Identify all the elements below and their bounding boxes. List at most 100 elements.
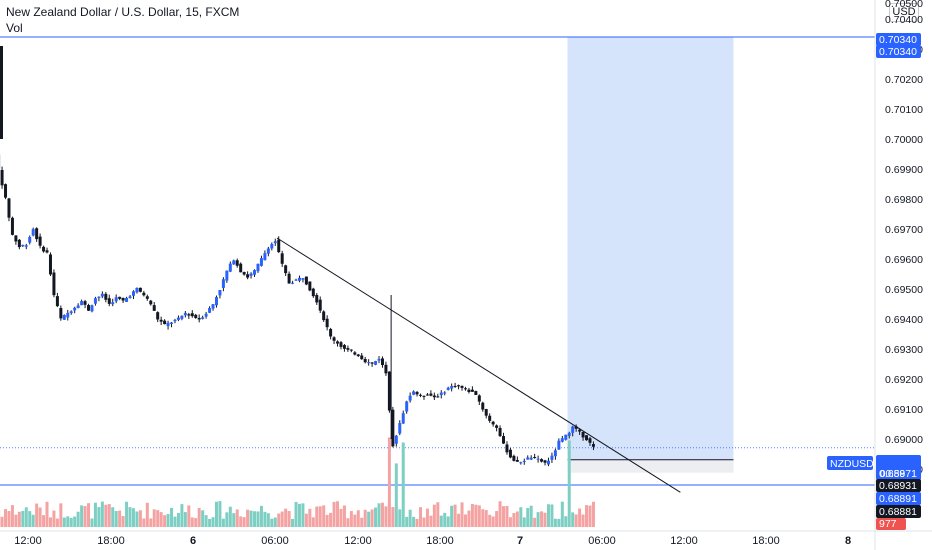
projection-zone-lower[interactable] xyxy=(567,459,734,473)
candle-body[interactable] xyxy=(398,423,402,434)
candle-body[interactable] xyxy=(97,296,101,298)
candle-body[interactable] xyxy=(128,296,132,298)
candle-body[interactable] xyxy=(301,278,305,280)
candle-body[interactable] xyxy=(270,244,274,249)
candle-body[interactable] xyxy=(481,402,485,410)
candle-body[interactable] xyxy=(505,444,509,453)
candle-body[interactable] xyxy=(360,355,364,360)
candle-body[interactable] xyxy=(533,457,537,459)
candle-body[interactable] xyxy=(138,287,142,292)
candle-body[interactable] xyxy=(370,362,374,364)
candle-body[interactable] xyxy=(391,409,395,447)
candle-body[interactable] xyxy=(170,322,174,324)
candle-body[interactable] xyxy=(93,298,97,304)
candle-body[interactable] xyxy=(273,241,277,244)
candle-body[interactable] xyxy=(477,395,481,402)
candle-body[interactable] xyxy=(218,289,222,296)
candle-body[interactable] xyxy=(315,295,319,303)
candle-body[interactable] xyxy=(425,394,429,396)
candle-body[interactable] xyxy=(10,217,14,235)
candle-body[interactable] xyxy=(311,288,315,297)
candle-body[interactable] xyxy=(38,236,42,246)
candle-body[interactable] xyxy=(280,253,284,264)
candle-body[interactable] xyxy=(367,362,371,364)
candle-body[interactable] xyxy=(405,401,409,412)
candle-body[interactable] xyxy=(394,435,398,444)
candle-body[interactable] xyxy=(266,248,270,254)
candle-body[interactable] xyxy=(80,301,84,306)
candle-body[interactable] xyxy=(277,239,281,253)
candle-body[interactable] xyxy=(308,281,312,291)
candle-body[interactable] xyxy=(484,409,488,416)
candle-body[interactable] xyxy=(436,396,440,398)
candle-body[interactable] xyxy=(256,263,260,272)
candle-body[interactable] xyxy=(401,413,405,424)
candle-body[interactable] xyxy=(232,260,236,265)
candle-body[interactable] xyxy=(332,337,336,341)
candle-body[interactable] xyxy=(470,389,474,392)
candle-body[interactable] xyxy=(588,438,592,443)
candle-body[interactable] xyxy=(159,319,163,322)
candle-body[interactable] xyxy=(104,293,108,300)
candle-body[interactable] xyxy=(457,385,461,387)
candle-body[interactable] xyxy=(415,391,419,395)
candle-body[interactable] xyxy=(356,354,360,357)
candle-body[interactable] xyxy=(536,458,540,460)
candle-body[interactable] xyxy=(131,291,135,296)
candle-body[interactable] xyxy=(201,317,205,319)
candle-body[interactable] xyxy=(297,277,301,281)
candle-body[interactable] xyxy=(83,301,87,305)
candle-body[interactable] xyxy=(460,385,464,388)
candle-body[interactable] xyxy=(7,198,11,218)
candle-body[interactable] xyxy=(450,386,454,389)
candle-body[interactable] xyxy=(114,297,118,302)
candle-body[interactable] xyxy=(443,392,447,394)
candle-body[interactable] xyxy=(21,245,25,247)
candle-body[interactable] xyxy=(135,288,139,293)
trendline[interactable] xyxy=(276,237,681,493)
candle-body[interactable] xyxy=(52,272,56,296)
candle-body[interactable] xyxy=(498,427,502,437)
candle-body[interactable] xyxy=(284,265,288,274)
candle-body[interactable] xyxy=(567,432,571,436)
candle-body[interactable] xyxy=(187,314,191,316)
candle-body[interactable] xyxy=(543,460,547,463)
candle-body[interactable] xyxy=(73,307,77,311)
candle-body[interactable] xyxy=(322,311,326,321)
candle-body[interactable] xyxy=(349,349,353,351)
candle-body[interactable] xyxy=(194,314,198,318)
candle-body[interactable] xyxy=(412,391,416,395)
candle-body[interactable] xyxy=(107,298,111,304)
candle-body[interactable] xyxy=(62,315,66,320)
candle-body[interactable] xyxy=(239,263,243,273)
candle-body[interactable] xyxy=(546,460,550,465)
candle-body[interactable] xyxy=(90,305,94,312)
volume-indicator-label[interactable]: Vol xyxy=(6,21,23,35)
candle-body[interactable] xyxy=(163,320,167,325)
candle-body[interactable] xyxy=(574,426,578,429)
candle-body[interactable] xyxy=(453,385,457,387)
candle-body[interactable] xyxy=(432,395,436,398)
candle-body[interactable] xyxy=(45,250,49,253)
candle-body[interactable] xyxy=(183,312,187,316)
candle-body[interactable] xyxy=(578,429,582,432)
candle-body[interactable] xyxy=(571,426,575,433)
candle-body[interactable] xyxy=(429,393,433,396)
candle-body[interactable] xyxy=(387,371,391,411)
candle-body[interactable] xyxy=(508,449,512,458)
candle-body[interactable] xyxy=(55,296,59,307)
candle-body[interactable] xyxy=(0,169,4,186)
candle-body[interactable] xyxy=(14,235,18,242)
candle-body[interactable] xyxy=(31,229,35,236)
candle-body[interactable] xyxy=(197,317,201,320)
candle-body[interactable] xyxy=(529,457,533,460)
candle-body[interactable] xyxy=(263,253,267,261)
candle-body[interactable] xyxy=(439,392,443,396)
candle-body[interactable] xyxy=(287,273,291,284)
candle-body[interactable] xyxy=(225,270,229,281)
candle-body[interactable] xyxy=(304,276,308,285)
candle-body[interactable] xyxy=(419,394,423,396)
candle-body[interactable] xyxy=(342,345,346,349)
candle-body[interactable] xyxy=(353,352,357,355)
